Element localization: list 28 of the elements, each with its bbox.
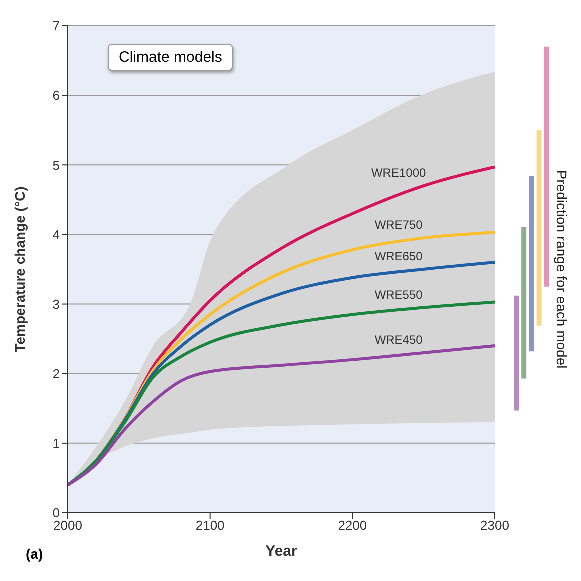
y-axis-title: Prediction range for each model xyxy=(554,170,570,369)
y-tick-label: 0 xyxy=(52,506,60,521)
bar xyxy=(536,130,542,326)
series-label: WRE650 xyxy=(374,250,424,264)
y-axis-title: Temperature change (°C) xyxy=(12,186,28,352)
y-tick-label: 2 xyxy=(52,366,60,382)
y-tick-label: 4 xyxy=(52,227,60,242)
series-label: WRE550 xyxy=(374,288,424,302)
bar xyxy=(544,46,550,287)
x-axis-title: Year xyxy=(266,543,298,560)
series-label: WRE1000 xyxy=(371,166,426,180)
x-tick-label: 2300 xyxy=(480,518,510,534)
x-tick-label: 2000 xyxy=(54,518,82,534)
bar xyxy=(522,227,527,379)
y-tick-label: 6 xyxy=(52,88,60,104)
y-tick-label: 1 xyxy=(52,436,60,452)
text: (a) xyxy=(26,546,44,562)
y-tick-label: 3 xyxy=(52,296,60,312)
series-label: WRE750 xyxy=(374,218,424,232)
series-label: WRE450 xyxy=(374,332,424,347)
bar xyxy=(529,176,534,352)
x-tick-label: 2100 xyxy=(196,518,225,534)
y-tick-label: 5 xyxy=(52,158,60,173)
y-tick-label: 7 xyxy=(52,18,60,34)
line-series xyxy=(68,344,495,487)
annotation: Climate models xyxy=(108,44,234,71)
x-tick-label: 2200 xyxy=(338,518,368,534)
bar xyxy=(514,296,519,411)
